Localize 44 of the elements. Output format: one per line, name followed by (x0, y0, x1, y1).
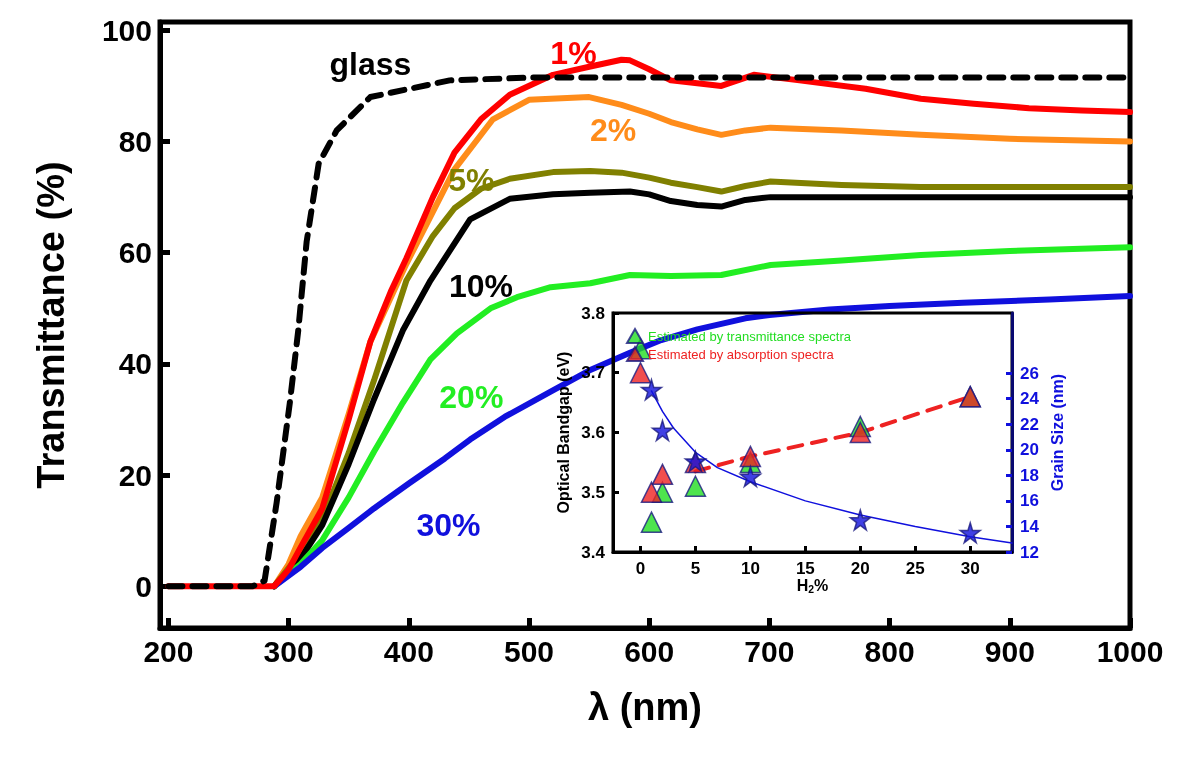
y-tick-label: 80 (118, 125, 152, 159)
x-tick-label: 400 (383, 634, 434, 668)
x-tick-label: 15 (795, 559, 815, 578)
x-tick-label: 900 (984, 634, 1035, 668)
y-tick-label: 3.8 (581, 303, 605, 323)
y2-tick-label: 16 (1020, 491, 1039, 511)
y2-tick-label: 26 (1020, 363, 1039, 383)
y2-tick-label: 24 (1020, 389, 1040, 409)
y2-tick-label: 12 (1020, 542, 1039, 562)
x-tick-label: 1000 (1096, 634, 1164, 668)
x-tick-label: 600 (624, 634, 675, 668)
x-tick-label: 30 (960, 559, 980, 578)
y-tick-label: 60 (118, 236, 152, 270)
x-tick-label: 5 (690, 559, 701, 578)
y-tick-label: 3.6 (581, 423, 605, 442)
y2-tick-label: 18 (1020, 465, 1039, 485)
y-axis-title: Transmittance (%) (30, 161, 72, 489)
x-tick-label: 25 (905, 559, 925, 578)
x-tick-label: 500 (503, 634, 555, 668)
y2-tick-label: 22 (1020, 414, 1039, 434)
x-tick-label: 800 (864, 634, 915, 668)
annotation: 2% (590, 112, 637, 149)
annotation: 20% (439, 379, 504, 416)
y2-tick-label: 14 (1020, 516, 1040, 536)
annotation: 1% (550, 34, 597, 71)
x-axis-title: λ (nm) (588, 686, 702, 728)
annotation: 30% (416, 507, 481, 544)
x-tick-label: 0 (635, 559, 646, 578)
y-tick-label: 40 (118, 347, 152, 381)
y-tick-label: 3.4 (581, 542, 606, 562)
x-tick-label: 700 (744, 634, 795, 668)
y2-tick-label: 20 (1020, 440, 1039, 460)
y-tick-label: 20 (118, 458, 152, 492)
x-tick-label: 20 (850, 559, 870, 578)
y-axis-title: Optical Bandgap (eV) (554, 351, 572, 514)
x-tick-label: 10 (740, 559, 760, 578)
x-tick-label: 300 (263, 634, 314, 668)
y-tick-label: 3.5 (581, 482, 605, 502)
legend-label: Estimated by absorption spectra (648, 346, 835, 362)
annotation: glass (329, 45, 412, 82)
x-tick-label: 200 (143, 634, 194, 668)
y-tick-label: 100 (101, 13, 152, 47)
annotation: 10% (448, 268, 513, 305)
y2-axis-title: Grain Size (nm) (1049, 373, 1067, 492)
